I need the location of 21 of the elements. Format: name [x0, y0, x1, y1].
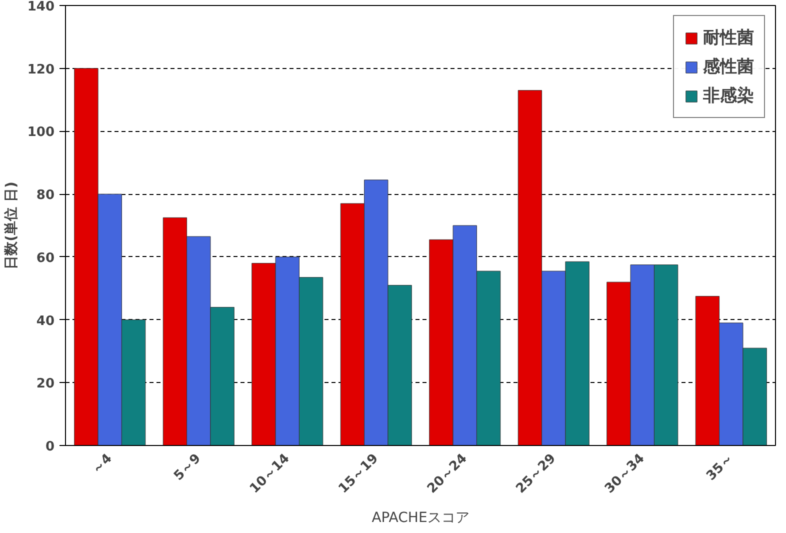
x-tick-label: 30～34 [602, 451, 648, 497]
y-axis-title: 日数(単位 日) [3, 182, 20, 270]
y-tick-label: 60 [36, 250, 55, 266]
y-tick-label: 100 [27, 125, 55, 140]
y-tick-label: 80 [36, 188, 55, 204]
x-tick-label: 35～ [704, 451, 736, 484]
y-tick-label: 140 [27, 0, 55, 14]
x-tick-label: 25～29 [514, 451, 559, 497]
y-tick-label: 0 [45, 440, 54, 454]
x-tick-label: 5～9 [171, 451, 204, 484]
x-axis-title: APACHEスコア [372, 510, 470, 526]
y-tick-label: 20 [36, 376, 55, 392]
legend-label: 耐性菌 [703, 27, 754, 49]
x-tick-label: 20～24 [424, 451, 470, 497]
x-tick-label: ～4 [88, 451, 116, 478]
x-tick-label: 10～14 [247, 451, 293, 497]
y-tick-label: 120 [27, 62, 55, 78]
legend-label: 感性菌 [703, 56, 754, 78]
x-tick-label: 15～19 [336, 451, 382, 497]
y-tick-label: 40 [36, 314, 55, 329]
legend-label: 非感染 [703, 85, 754, 107]
